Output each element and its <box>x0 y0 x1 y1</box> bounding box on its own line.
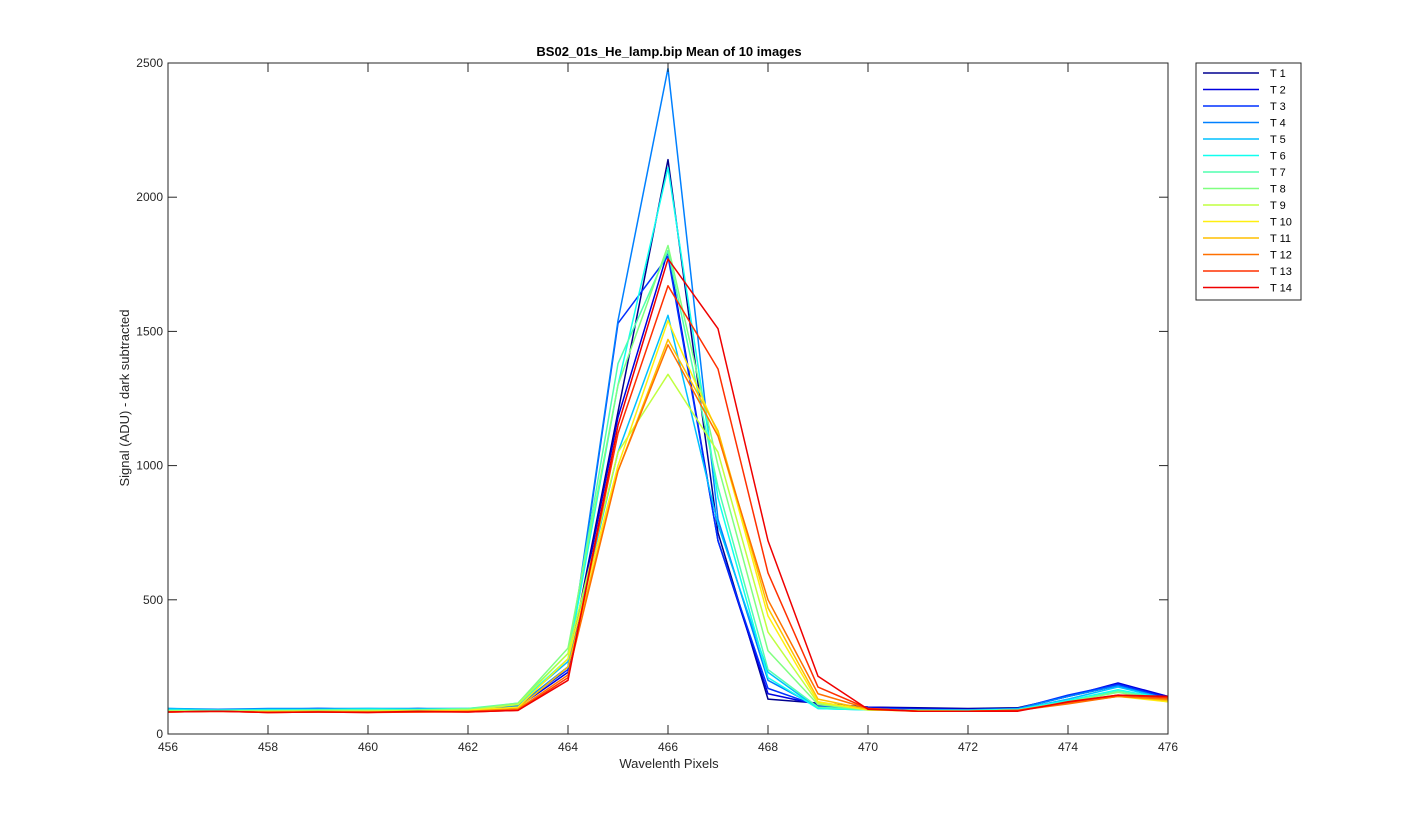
legend-label-t7: T 7 <box>1270 167 1286 179</box>
x-tick-label: 456 <box>158 740 178 754</box>
legend-box <box>1195 62 1302 301</box>
x-tick-label: 464 <box>558 740 578 754</box>
legend-label-t1: T 1 <box>1270 68 1286 80</box>
x-tick-label: 470 <box>858 740 878 754</box>
x-tick-label: 476 <box>1158 740 1178 754</box>
y-tick-label: 1000 <box>136 459 163 473</box>
y-tick-label: 500 <box>143 593 163 607</box>
legend-label-t9: T 9 <box>1270 200 1286 212</box>
legend-label-t10: T 10 <box>1270 217 1292 229</box>
legend-label-t11: T 11 <box>1270 233 1291 245</box>
y-tick-label: 2000 <box>136 190 163 204</box>
x-tick-label: 468 <box>758 740 778 754</box>
legend-label-t3: T 3 <box>1270 101 1286 113</box>
legend-label-t14: T 14 <box>1270 283 1292 295</box>
x-tick-label: 460 <box>358 740 378 754</box>
legend-label-t2: T 2 <box>1270 85 1286 97</box>
chart-title: BS02_01s_He_lamp.bip Mean of 10 images <box>536 44 801 59</box>
x-tick-label: 458 <box>258 740 278 754</box>
legend-label-t6: T 6 <box>1270 151 1286 163</box>
x-tick-label: 472 <box>958 740 978 754</box>
x-axis-label: Wavelenth Pixels <box>619 756 719 771</box>
y-tick-label: 2500 <box>136 56 163 70</box>
legend: T 1 T 2 T 3 T 4 T 5 T 6 T 7 T 8 T 9 T 10 T 11 T 12 T… <box>1195 62 1302 301</box>
legend-label-t12: T 12 <box>1270 250 1292 262</box>
axes-background <box>168 63 1168 734</box>
y-axis-label: Signal (ADU) - dark subtracted <box>117 309 132 486</box>
x-tick-label: 474 <box>1058 740 1078 754</box>
x-tick-label: 462 <box>458 740 478 754</box>
axis-ticks: 456 458 460 462 464 466 468 470 472 474 476 0 500 100… <box>136 56 1178 754</box>
legend-label-t4: T 4 <box>1270 118 1286 130</box>
series-group <box>168 67 1168 714</box>
y-tick-label: 0 <box>156 727 163 741</box>
legend-label-t5: T 5 <box>1270 134 1286 146</box>
legend-label-t8: T 8 <box>1270 184 1286 196</box>
y-tick-label: 1500 <box>136 324 163 338</box>
legend-label-t13: T 13 <box>1270 266 1292 278</box>
series-line-t14 <box>168 258 1168 714</box>
plot-area <box>167 62 1169 735</box>
x-tick-label: 466 <box>658 740 678 754</box>
